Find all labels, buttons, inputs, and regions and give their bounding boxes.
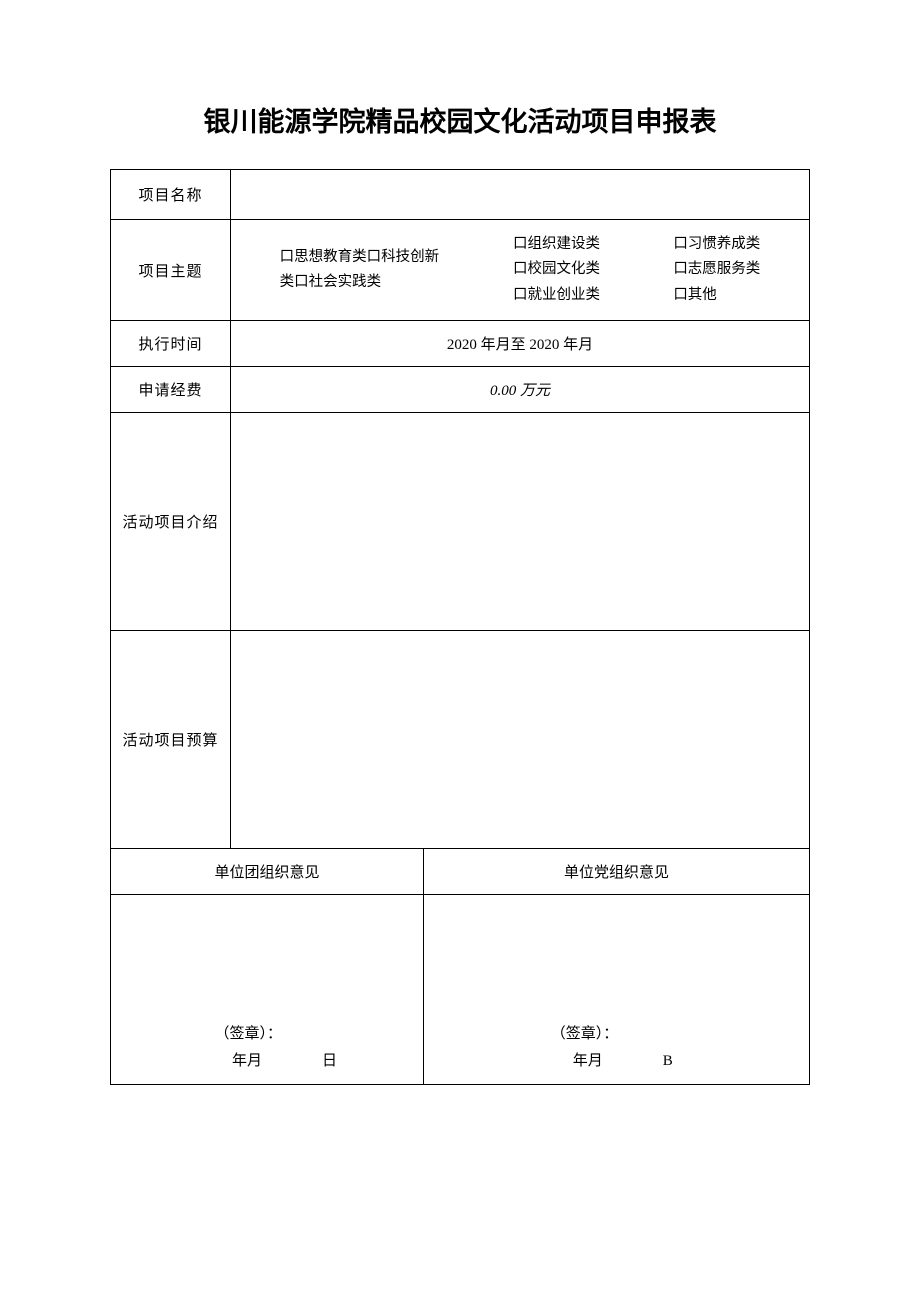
theme-col-3: 口习惯养成类 口志愿服务类 口其他 bbox=[673, 232, 760, 308]
theme-opt-habit: 口习惯养成类 bbox=[673, 232, 760, 257]
label-budget: 活动项目预算 bbox=[111, 631, 231, 849]
theme-opt-volunteer: 口志愿服务类 bbox=[673, 257, 760, 282]
label-opinion-tuan: 单位团组织意见 bbox=[111, 849, 424, 895]
theme-col-1: 口思想教育类口科技创新类口社会实践类 bbox=[280, 245, 440, 296]
day-right: B bbox=[663, 1053, 673, 1069]
seal-label-left: （签章）： bbox=[214, 1019, 413, 1049]
value-apply-fee: 0.00 万元 bbox=[231, 367, 810, 413]
opinion-dang-body: （签章）： 年月 B bbox=[424, 895, 810, 1085]
theme-opt-org-build: 口组织建设类 bbox=[513, 232, 600, 257]
row-project-name: 项目名称 bbox=[111, 170, 810, 220]
theme-opt-employment: 口就业创业类 bbox=[513, 283, 600, 308]
date-line-right: 年月 B bbox=[434, 1049, 799, 1070]
theme-col-2: 口组织建设类 口校园文化类 口就业创业类 bbox=[513, 232, 600, 308]
label-apply-fee: 申请经费 bbox=[111, 367, 231, 413]
year-month-right: 年月 bbox=[573, 1053, 603, 1069]
value-intro bbox=[231, 413, 810, 631]
signature-block-right: （签章）： bbox=[434, 1019, 799, 1049]
row-budget: 活动项目预算 bbox=[111, 631, 810, 849]
row-exec-time: 执行时间 2020 年月至 2020 年月 bbox=[111, 321, 810, 367]
label-intro: 活动项目介绍 bbox=[111, 413, 231, 631]
row-opinion-headers: 单位团组织意见 单位党组织意见 bbox=[111, 849, 810, 895]
row-project-theme: 项目主题 口思想教育类口科技创新类口社会实践类 口组织建设类 口校园文化类 口就… bbox=[111, 220, 810, 321]
label-project-name: 项目名称 bbox=[111, 170, 231, 220]
value-project-name bbox=[231, 170, 810, 220]
date-line-left: 年月 日 bbox=[121, 1049, 413, 1070]
row-opinion-bodies: （签章）： 年月 日 （签章）： 年月 B bbox=[111, 895, 810, 1085]
value-project-theme: 口思想教育类口科技创新类口社会实践类 口组织建设类 口校园文化类 口就业创业类 … bbox=[231, 220, 810, 321]
value-exec-time: 2020 年月至 2020 年月 bbox=[231, 321, 810, 367]
application-form-table: 项目名称 项目主题 口思想教育类口科技创新类口社会实践类 口组织建设类 口校园文… bbox=[110, 169, 810, 1085]
year-month-left: 年月 bbox=[232, 1053, 262, 1069]
seal-label-right: （签章）： bbox=[551, 1019, 799, 1049]
theme-opt-other: 口其他 bbox=[673, 283, 760, 308]
label-opinion-dang: 单位党组织意见 bbox=[424, 849, 810, 895]
label-exec-time: 执行时间 bbox=[111, 321, 231, 367]
day-left: 日 bbox=[322, 1053, 337, 1069]
value-budget bbox=[231, 631, 810, 849]
label-project-theme: 项目主题 bbox=[111, 220, 231, 321]
theme-opt-campus-culture: 口校园文化类 bbox=[513, 257, 600, 282]
theme-options-container: 口思想教育类口科技创新类口社会实践类 口组织建设类 口校园文化类 口就业创业类 … bbox=[239, 232, 801, 308]
signature-block-left: （签章）： bbox=[121, 1019, 413, 1049]
page-title: 银川能源学院精品校园文化活动项目申报表 bbox=[110, 100, 810, 139]
opinion-tuan-body: （签章）： 年月 日 bbox=[111, 895, 424, 1085]
row-apply-fee: 申请经费 0.00 万元 bbox=[111, 367, 810, 413]
row-intro: 活动项目介绍 bbox=[111, 413, 810, 631]
